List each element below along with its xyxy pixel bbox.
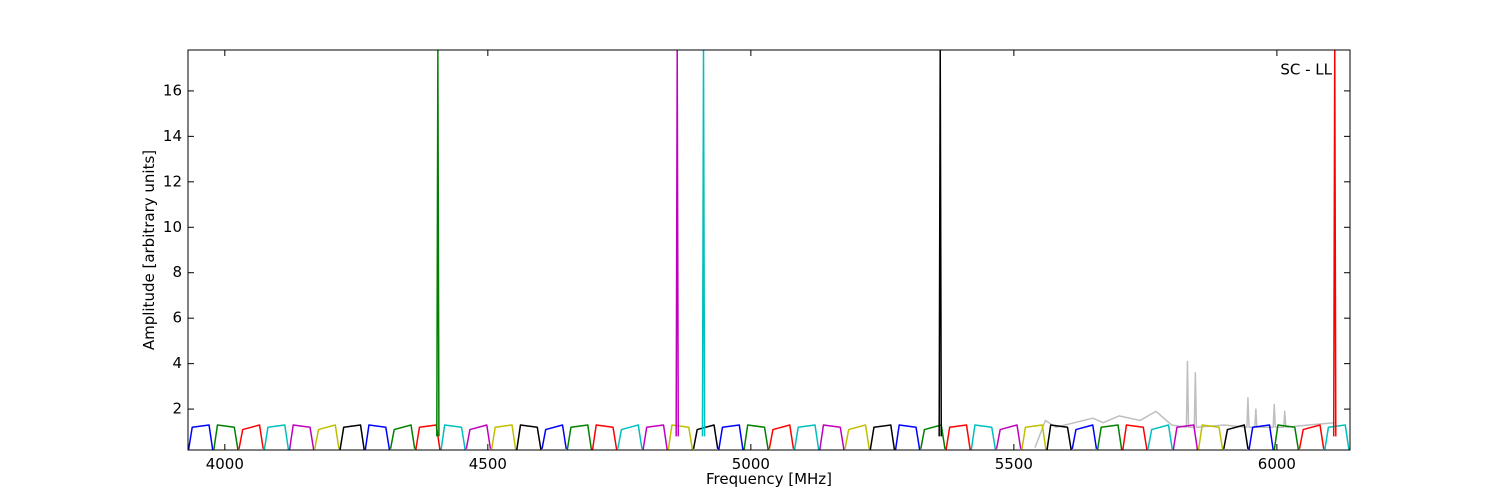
y-tick-label: 2	[172, 400, 182, 418]
y-tick-label: 4	[172, 354, 182, 372]
x-tick-label: 6000	[1258, 455, 1296, 473]
series-line	[1021, 424, 1047, 450]
y-tick-label: 10	[163, 218, 182, 236]
series-line	[188, 424, 214, 450]
series-line	[1172, 424, 1199, 450]
annotation: SC - LL	[1280, 61, 1332, 79]
series-line	[541, 424, 567, 450]
series-line	[465, 424, 492, 450]
series-line	[1046, 424, 1072, 450]
series-line	[364, 424, 391, 450]
series-line	[1248, 424, 1274, 450]
series-line	[490, 424, 517, 450]
series-line	[1197, 424, 1224, 450]
series-line	[844, 424, 870, 450]
series-line	[1096, 424, 1123, 450]
series-line	[675, 50, 680, 437]
series-line	[263, 424, 290, 450]
series-line	[1273, 424, 1300, 450]
y-tick-label: 16	[163, 81, 182, 99]
x-tick-label: 4500	[469, 455, 507, 473]
series-line	[238, 424, 264, 450]
plot-area	[188, 50, 1350, 450]
series-line	[667, 424, 694, 450]
series-line	[1324, 424, 1350, 450]
series-line	[440, 424, 466, 450]
series-line	[1122, 424, 1148, 450]
series-line	[1223, 424, 1249, 450]
x-tick-label: 5000	[732, 455, 770, 473]
series-line	[869, 424, 896, 450]
series-line	[436, 50, 440, 437]
x-axis-label: Frequency [MHz]	[706, 470, 832, 488]
series-line	[945, 424, 971, 450]
series-line	[288, 424, 315, 450]
series-line	[339, 424, 365, 450]
plot-frame	[187, 49, 1351, 451]
series-line	[768, 424, 795, 450]
series-line	[692, 424, 719, 450]
series-line	[819, 424, 845, 450]
series-line	[1147, 424, 1173, 450]
y-axis-label: Amplitude [arbitrary units]	[140, 150, 158, 350]
series-line	[1071, 424, 1098, 450]
series-line	[938, 50, 943, 437]
series-line	[718, 424, 744, 450]
y-tick-label: 12	[163, 172, 182, 190]
series-line	[793, 424, 820, 450]
series-line	[1298, 424, 1325, 450]
series-line	[970, 424, 997, 450]
series-line	[701, 50, 706, 437]
series-line	[920, 424, 946, 450]
series-line	[389, 424, 416, 450]
series-line	[591, 424, 618, 450]
series-line	[894, 424, 921, 450]
series-line	[642, 424, 668, 450]
series-line	[617, 424, 643, 450]
y-tick-label: 14	[163, 127, 182, 145]
series-line	[314, 424, 340, 450]
series-line	[566, 424, 593, 450]
x-tick-label: 5500	[995, 455, 1033, 473]
series-line	[213, 424, 239, 450]
series-line	[995, 424, 1022, 450]
y-tick-label: 6	[172, 309, 182, 327]
series-line	[743, 424, 769, 450]
series-line	[1332, 50, 1337, 437]
lines	[188, 50, 1350, 450]
series-line	[516, 424, 542, 450]
series-line	[415, 424, 441, 450]
x-tick-label: 4000	[206, 455, 244, 473]
y-tick-label: 8	[172, 263, 182, 281]
